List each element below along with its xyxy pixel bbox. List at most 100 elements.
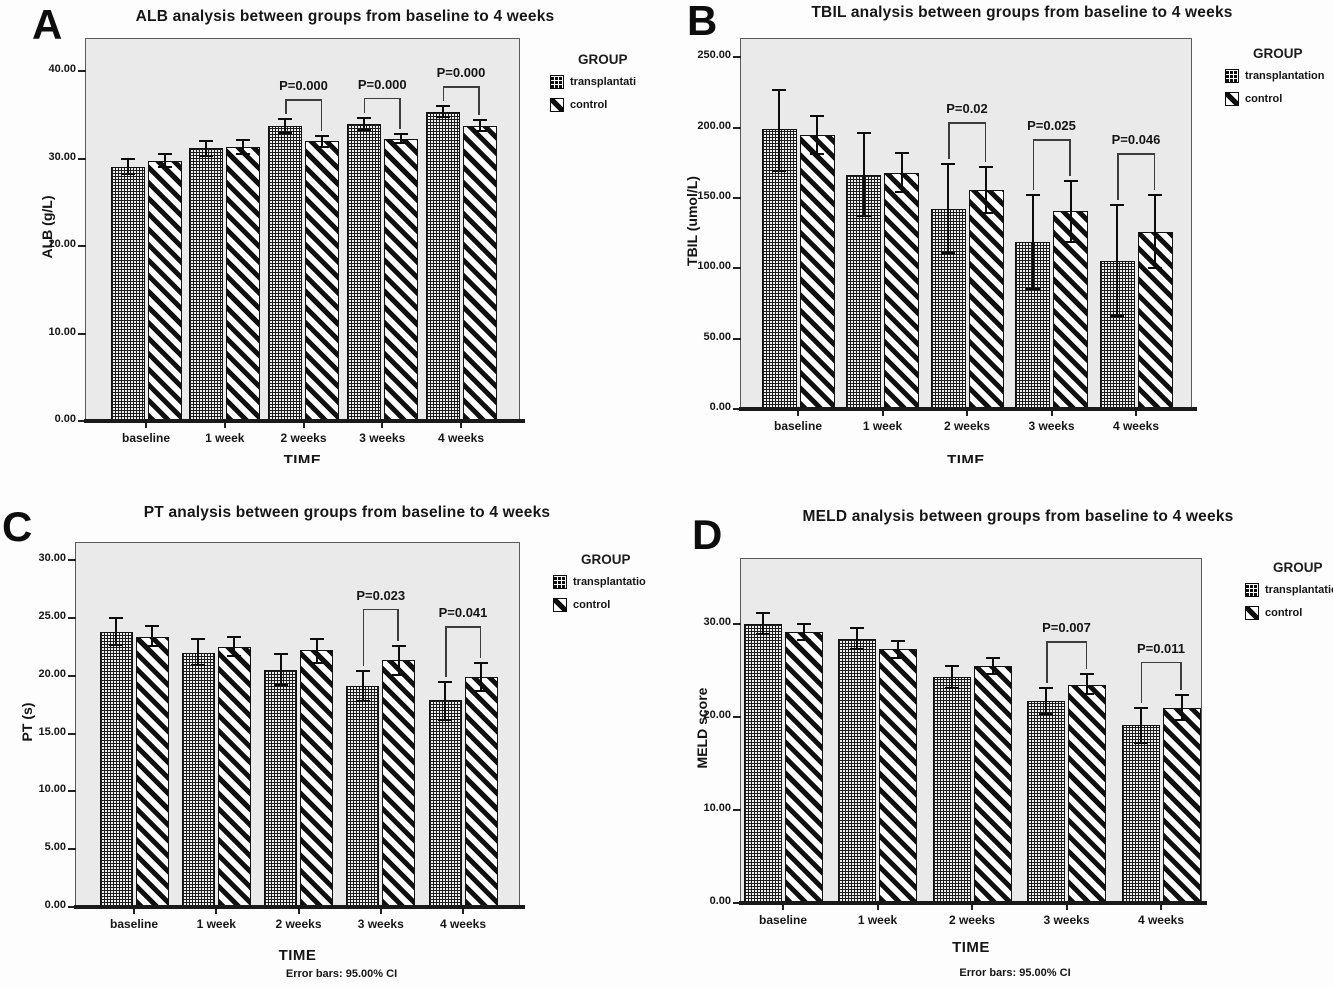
x-tick-mark [379, 907, 382, 914]
p-bracket-top [445, 626, 481, 628]
x-axis-title-wrap: TIME [238, 947, 358, 965]
error-bar-cap [755, 611, 770, 614]
error-bar [1069, 181, 1072, 242]
error-bar-cap [278, 118, 292, 121]
y-tick-label: 200.00 [697, 119, 731, 132]
p-value-label: P=0.011 [1136, 640, 1186, 656]
x-tick-label: baseline [758, 913, 808, 927]
error-bar [197, 638, 200, 666]
x-tick-label: 1 week [205, 431, 245, 445]
y-tick-mark [68, 906, 76, 908]
x-tick-label: 3 weeks [1028, 419, 1075, 433]
p-bracket-leg [399, 97, 401, 130]
bar-transplantation [1027, 701, 1065, 903]
panel-letter: C [2, 503, 33, 550]
bar-control [884, 172, 919, 409]
panel-a: A ALB analysis between groups from basel… [0, 0, 666, 478]
x-tick-mark [1135, 409, 1137, 416]
error-bar-cap [236, 153, 251, 156]
diagonal-hatch-swatch-icon [1245, 606, 1259, 620]
error-bar [399, 134, 402, 144]
p-bracket-leg [948, 122, 950, 160]
chart-title: ALB analysis between groups from baselin… [135, 8, 555, 25]
diagonal-hatch-swatch-icon [550, 98, 564, 112]
error-bar [856, 627, 858, 650]
error-bar-cap [941, 251, 955, 254]
p-value-label: P=0.041 [438, 605, 488, 621]
p-value-label: P=0.000 [279, 78, 328, 94]
error-bar-cap [273, 684, 288, 687]
error-bar-cap [356, 116, 371, 119]
error-bar-cap [356, 128, 371, 131]
x-tick-mark [460, 421, 462, 428]
error-bar-cap [796, 638, 811, 641]
legend-item-transplantation: transplantation [1245, 583, 1333, 597]
p-bracket-top [363, 97, 401, 100]
x-tick-label: baseline [121, 431, 171, 445]
error-bar [126, 158, 129, 175]
x-tick-mark [297, 907, 300, 914]
bar-transplantation [761, 129, 797, 409]
error-bar-cap [474, 689, 488, 692]
error-bar-cap [1063, 240, 1078, 243]
error-bar [1180, 694, 1183, 720]
y-tick-label: 10.00 [703, 802, 731, 815]
legend-item-label: transplantati [570, 76, 637, 88]
bar-control [1162, 707, 1201, 903]
y-tick-mark [68, 617, 76, 620]
y-tick-label: 20.00 [48, 238, 76, 251]
error-bar-cap [227, 655, 242, 658]
error-bar-cap [120, 157, 135, 160]
error-bar-cap [891, 656, 905, 659]
bar-transplantation [932, 677, 971, 903]
p-bracket-leg [1140, 661, 1142, 703]
error-bar-cap [979, 212, 993, 215]
error-bar-cap [109, 643, 123, 646]
p-bracket-leg [984, 122, 986, 163]
plot-area: 0.00 5.00 10.00 15.00 20.00 25.00 30.00 baselin… [38, 542, 525, 931]
error-bar-cap [894, 151, 909, 154]
error-bar [441, 106, 444, 117]
error-bar-cap [856, 132, 871, 135]
p-bracket-leg [285, 99, 287, 115]
error-bar-cap [472, 129, 487, 132]
y-tick-label: 30.00 [38, 552, 66, 565]
p-bracket-top [1032, 139, 1071, 141]
error-bar [1086, 674, 1088, 694]
y-tick-label: 10.00 [38, 783, 66, 796]
error-bar-cap [157, 166, 172, 169]
legend-title: GROUP [578, 52, 628, 67]
p-bracket-leg [362, 608, 365, 667]
x-tick-mark [876, 903, 879, 910]
error-bar [1154, 195, 1156, 269]
y-tick-label: 50.00 [703, 330, 731, 343]
error-bar-cap [435, 115, 450, 118]
error-bar [284, 119, 286, 133]
error-bar-cap [1133, 742, 1148, 745]
bar-control [462, 125, 497, 421]
error-bar-cap [199, 140, 214, 143]
panel-c: C PT analysis between groups from baseli… [0, 492, 666, 987]
x-tick-mark [215, 907, 218, 914]
x-tick-label: 1 week [862, 419, 903, 433]
y-tick-mark [733, 902, 741, 904]
legend-item-label: transplantation [1265, 584, 1333, 596]
error-bar-cap [1063, 180, 1078, 183]
chart-title: MELD analysis between groups from baseli… [802, 508, 1234, 525]
error-bar-cap [109, 617, 123, 620]
x-tick-mark [145, 421, 147, 428]
bar-control [464, 677, 498, 907]
error-bar-cap [145, 644, 159, 647]
error-bar-cap [1025, 194, 1040, 197]
error-bar [802, 624, 805, 640]
error-bar-cap [944, 687, 959, 690]
error-bar-cap [393, 142, 408, 145]
p-bracket-leg [363, 97, 366, 113]
y-tick-mark [733, 56, 741, 59]
y-tick-label: 20.00 [703, 709, 731, 722]
error-bar [163, 153, 166, 168]
y-tick-label: 40.00 [48, 63, 76, 76]
error-bar [151, 626, 153, 646]
error-bar-cap [391, 644, 406, 647]
y-tick-mark [733, 337, 741, 340]
